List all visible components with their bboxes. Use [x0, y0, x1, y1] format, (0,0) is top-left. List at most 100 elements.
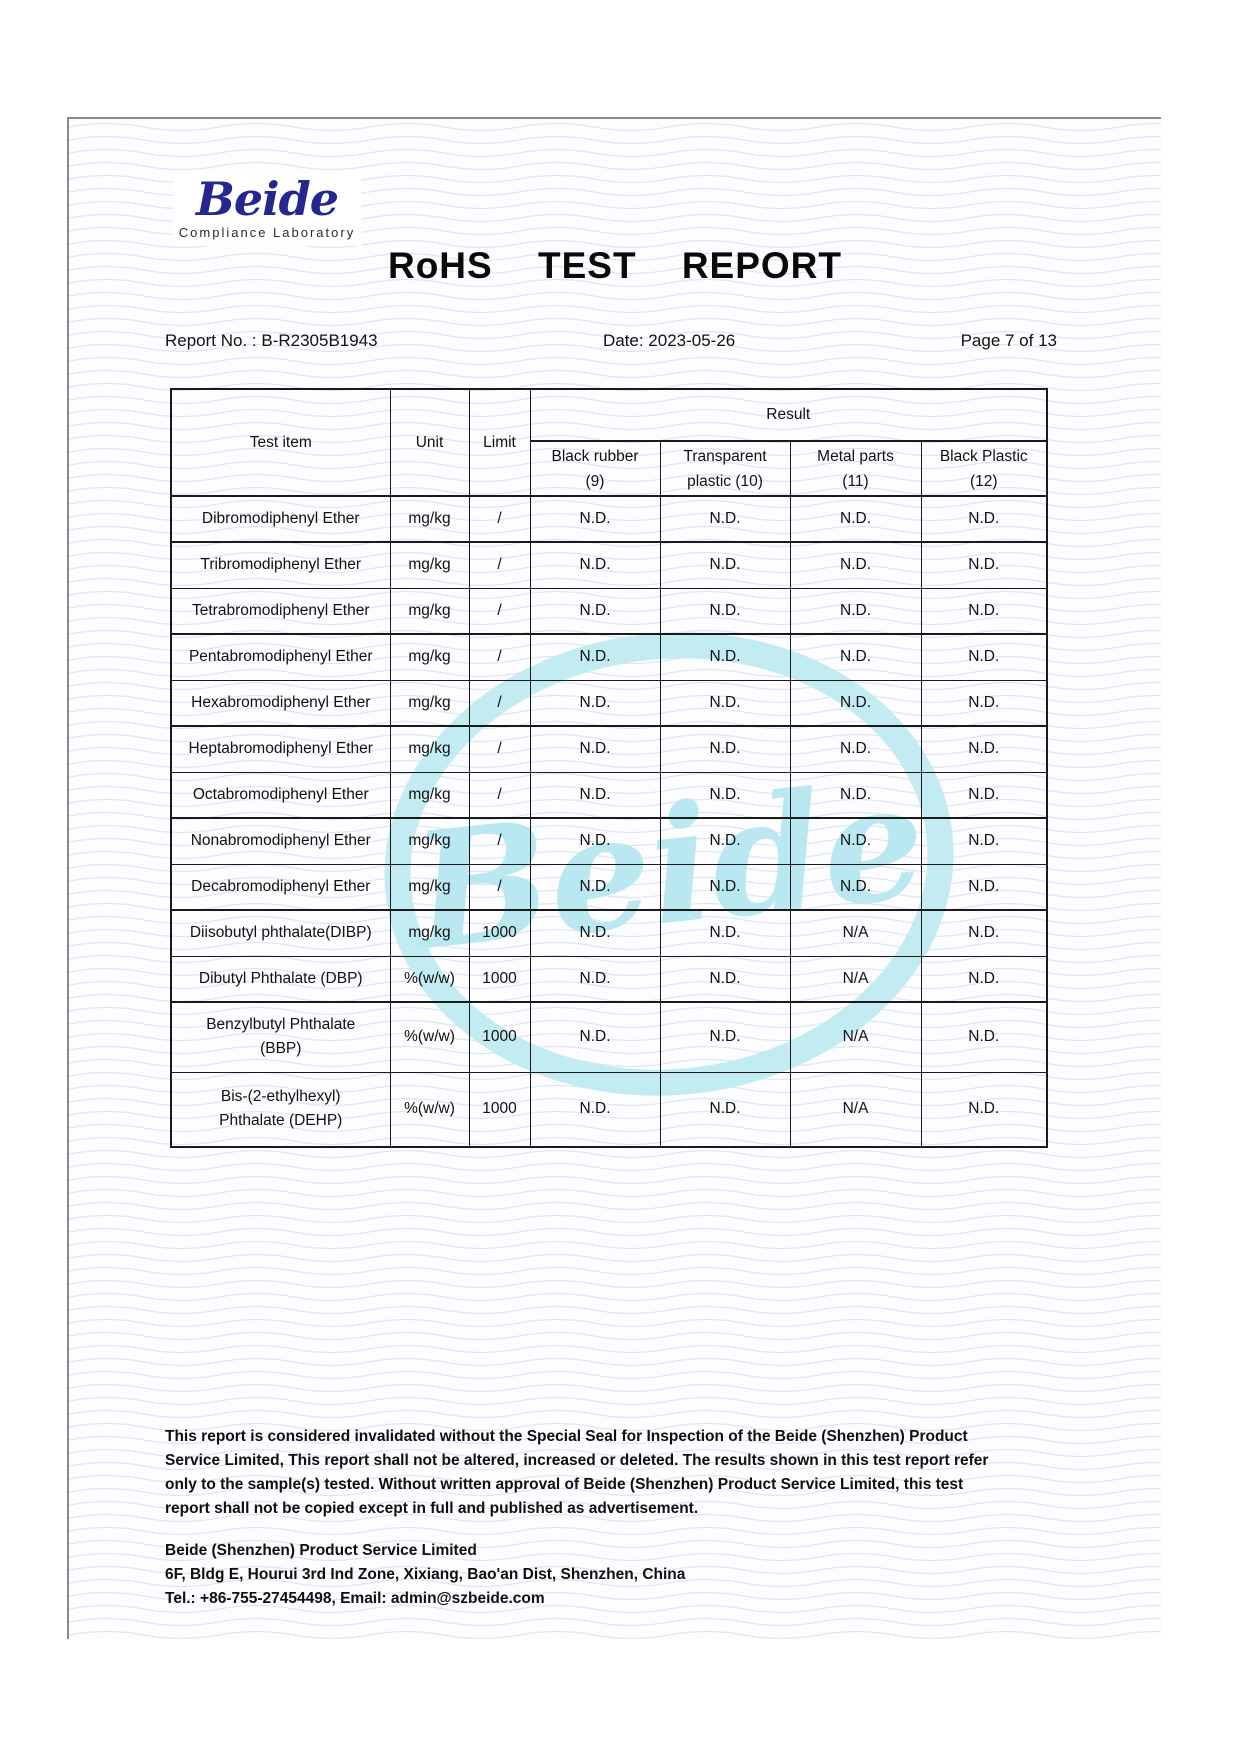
cell-result-11: N.D.: [789, 725, 922, 773]
cell-unit: mg/kg: [389, 909, 470, 957]
cell-result-11: N.D.: [789, 495, 922, 543]
cell-result-12: N.D.: [920, 541, 1048, 589]
header-sample-9: Black rubber (9): [529, 440, 661, 497]
sample-name: Metal parts: [817, 447, 894, 465]
report-number: Report No. : B-R2305B1943: [165, 331, 378, 350]
header-sample-11: Metal parts (11): [789, 440, 922, 497]
cell-result-10: N.D.: [659, 495, 791, 543]
cell-result-11: N.D.: [789, 771, 922, 819]
cell-result-10: N.D.: [659, 955, 791, 1003]
cell-result-12: N.D.: [920, 863, 1048, 911]
cell-result-10: N.D.: [659, 541, 791, 589]
cell-result-10: N.D.: [659, 587, 791, 635]
cell-limit: 1000: [468, 955, 531, 1003]
cell-result-9: N.D.: [529, 725, 661, 773]
cell-result-12: N.D.: [920, 1001, 1048, 1073]
cell-limit: /: [468, 587, 531, 635]
company-contact: Tel.: +86-755-27454498, Email: admin@szb…: [165, 1590, 545, 1607]
cell-test-item: Dibromodiphenyl Ether: [170, 495, 391, 543]
cell-result-11: N/A: [789, 1071, 922, 1148]
cell-result-9: N.D.: [529, 909, 661, 957]
cell-result-9: N.D.: [529, 541, 661, 589]
header-row-samples: Black rubber (9) Transparent plastic (10) …: [171, 440, 1048, 497]
header-sample-12: Black Plastic (12): [920, 440, 1048, 497]
report-title: RoHS TEST REPORT: [387, 245, 843, 286]
table-row: Tetrabromodiphenyl Ether mg/kg / N.D. N.D. N.…: [170, 587, 1048, 635]
table-row: Bis-(2-ethylhexyl) Phthalate (DEHP) %(w/w…: [170, 1071, 1048, 1148]
disclaimer-line: only to the sample(s) tested. Without wr…: [165, 1476, 964, 1493]
cell-unit: %(w/w): [389, 1071, 470, 1148]
cell-result-10: N.D.: [659, 863, 791, 911]
cell-test-item: Pentabromodiphenyl Ether: [170, 633, 391, 681]
cell-result-10: N.D.: [659, 771, 791, 819]
table-row: Hexabromodiphenyl Ether mg/kg / N.D. N.D. N.D…: [170, 679, 1048, 727]
cell-unit: mg/kg: [389, 771, 470, 819]
cell-test-item: Decabromodiphenyl Ether: [170, 863, 391, 911]
sample-name: Transparent: [683, 447, 767, 465]
sample-id: plastic (10): [687, 472, 763, 490]
cell-test-item: Bis-(2-ethylhexyl) Phthalate (DEHP): [170, 1071, 391, 1148]
cell-result-9: N.D.: [529, 955, 661, 1003]
cell-unit: mg/kg: [389, 725, 470, 773]
cell-unit: mg/kg: [389, 863, 470, 911]
cell-unit: mg/kg: [389, 495, 470, 543]
disclaimer-paragraph: This report is considered invalidated wi…: [165, 1425, 1065, 1521]
cell-result-11: N.D.: [789, 633, 922, 681]
header-sample-10: Transparent plastic (10): [659, 440, 791, 497]
cell-result-10: N.D.: [659, 1001, 791, 1073]
header-result: Result: [529, 388, 1048, 442]
cell-result-11: N.D.: [789, 679, 922, 727]
company-address: 6F, Bldg E, Hourui 3rd Ind Zone, Xixiang…: [165, 1566, 686, 1583]
cell-unit: %(w/w): [389, 955, 470, 1003]
report-date: Date: 2023-05-26: [602, 331, 736, 350]
logo-subtitle: Compliance Laboratory: [178, 225, 356, 240]
table-row: Pentabromodiphenyl Ether mg/kg / N.D. N.D. N.…: [170, 633, 1048, 681]
cell-result-12: N.D.: [920, 817, 1048, 865]
cell-result-10: N.D.: [659, 679, 791, 727]
cell-limit: /: [468, 495, 531, 543]
page-indicator: Page 7 of 13: [960, 331, 1057, 350]
cell-limit: /: [468, 725, 531, 773]
sample-id: (12): [969, 472, 998, 490]
report-meta-row: Report No. : B-R2305B1943 Date: 2023-05-…: [165, 331, 1057, 351]
table-row: Heptabromodiphenyl Ether mg/kg / N.D. N.D. N.…: [170, 725, 1048, 773]
cell-result-12: N.D.: [920, 495, 1048, 543]
cell-test-item: Benzylbutyl Phthalate (BBP): [170, 1001, 391, 1073]
disclaimer-line: Service Limited, This report shall not b…: [165, 1452, 989, 1469]
cell-result-9: N.D.: [529, 587, 661, 635]
cell-test-item: Hexabromodiphenyl Ether: [170, 679, 391, 727]
cell-result-9: N.D.: [529, 863, 661, 911]
cell-unit: mg/kg: [389, 679, 470, 727]
table-row: Dibromodiphenyl Ether mg/kg / N.D. N.D. N.D. N…: [170, 495, 1048, 543]
cell-result-11: N/A: [789, 955, 922, 1003]
cell-result-9: N.D.: [529, 817, 661, 865]
cell-result-12: N.D.: [920, 771, 1048, 819]
cell-limit: /: [468, 679, 531, 727]
header-unit: Unit: [389, 388, 470, 497]
table-row: Nonabromodiphenyl Ether mg/kg / N.D. N.D. N.D…: [170, 817, 1048, 865]
results-table: Test item Unit Limit Result Black rubber…: [170, 388, 1048, 1148]
cell-result-11: N.D.: [789, 863, 922, 911]
disclaimer-line: report shall not be copied except in ful…: [165, 1500, 699, 1517]
cell-limit: /: [468, 541, 531, 589]
cell-test-item: Heptabromodiphenyl Ether: [170, 725, 391, 773]
cell-result-12: N.D.: [920, 1071, 1048, 1148]
cell-result-10: N.D.: [659, 817, 791, 865]
sample-id: (9): [585, 472, 605, 490]
table-row: Diisobutyl phthalate(DIBP) mg/kg 1000 N.D. N…: [170, 909, 1048, 957]
company-address-block: Beide (Shenzhen) Product Service Limited…: [165, 1539, 1065, 1611]
results-tbody: Dibromodiphenyl Ether mg/kg / N.D. N.D. N.D. N…: [170, 495, 1048, 1148]
header-row-result: Test item Unit Limit Result: [170, 388, 1048, 497]
cell-result-10: N.D.: [659, 1071, 791, 1148]
sample-id: (11): [842, 472, 869, 490]
cell-test-item: Octabromodiphenyl Ether: [170, 771, 391, 819]
cell-limit: 1000: [468, 909, 531, 957]
table-row: Octabromodiphenyl Ether mg/kg / N.D. N.D. N.D…: [170, 771, 1048, 819]
beide-logo: Beide Compliance Laboratory: [173, 171, 361, 246]
cell-unit: %(w/w): [389, 1001, 470, 1073]
cell-limit: 1000: [468, 1071, 531, 1148]
logo-brand-text: Beide: [195, 172, 339, 226]
cell-result-12: N.D.: [920, 587, 1048, 635]
cell-result-11: N.D.: [789, 541, 922, 589]
